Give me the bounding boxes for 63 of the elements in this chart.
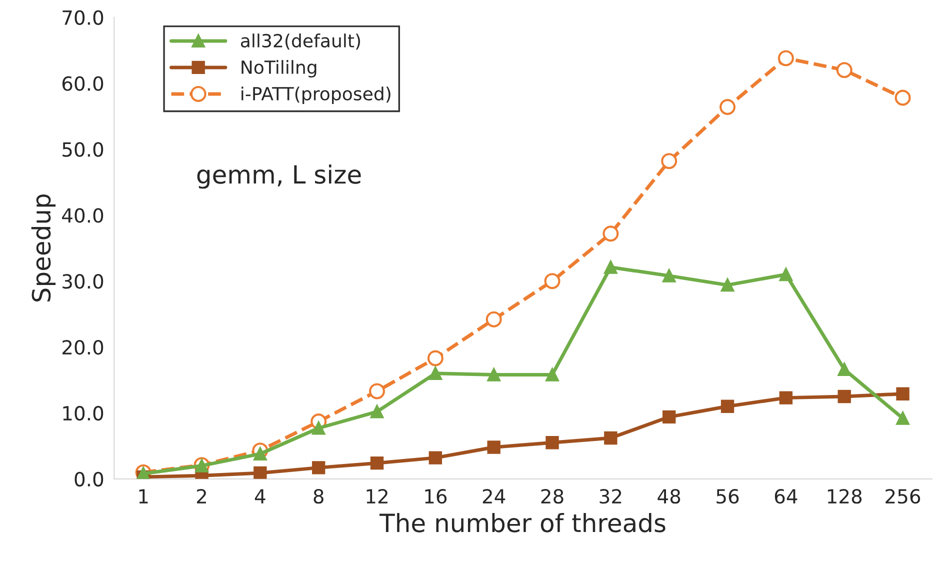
point — [838, 390, 851, 404]
point — [486, 311, 502, 328]
point — [369, 383, 385, 400]
point — [254, 447, 267, 460]
point — [836, 62, 852, 78]
y-tick-label: 0.0 — [74, 472, 104, 487]
point — [546, 436, 559, 450]
x-tick-label: 32 — [600, 488, 622, 504]
point — [720, 99, 736, 115]
point — [778, 50, 794, 66]
y-tick-label: 10.0 — [63, 406, 104, 421]
point — [604, 431, 618, 445]
point — [254, 466, 267, 479]
legend-label: NoTililng — [242, 60, 316, 78]
y-tick-label: 40.0 — [62, 208, 104, 223]
point — [838, 362, 851, 376]
point — [662, 410, 676, 424]
point — [896, 387, 910, 400]
annotation: gemm, L size — [197, 164, 361, 189]
point — [720, 278, 734, 292]
x-axis-title: The number of threads — [379, 513, 666, 532]
point — [604, 260, 618, 274]
point — [662, 269, 676, 282]
y-tick-label: 30.0 — [62, 274, 104, 289]
point — [428, 451, 442, 464]
x-tick-label: 48 — [658, 488, 680, 504]
point — [896, 412, 910, 425]
point — [546, 368, 559, 382]
point — [894, 90, 911, 106]
x-tick-label: 1 — [139, 489, 148, 504]
point — [544, 273, 560, 290]
y-tick-label: 70.0 — [62, 10, 104, 25]
point — [312, 461, 326, 474]
point — [779, 391, 793, 404]
point — [779, 268, 793, 282]
point — [602, 226, 619, 242]
legend-label: all32(default) — [240, 34, 360, 50]
point — [720, 400, 734, 413]
x-tick-label: 128 — [828, 488, 862, 504]
legend-label: i-PATT(proposed) — [242, 86, 390, 104]
x-tick-label: 56 — [716, 488, 739, 504]
x-tick-label: 16 — [425, 488, 447, 504]
point — [661, 153, 678, 170]
y-tick-label: 60.0 — [62, 76, 104, 91]
x-tick-label: 64 — [774, 488, 798, 504]
point — [487, 368, 500, 382]
point — [427, 350, 444, 366]
x-tick-label: 12 — [366, 488, 388, 504]
x-tick-label: 256 — [886, 488, 920, 504]
x-tick-label: 4 — [254, 489, 266, 504]
x-tick-label: 8 — [314, 488, 324, 504]
y-axis-title: Speedup — [31, 194, 56, 302]
y-tick-label: 50.0 — [62, 142, 104, 157]
point — [312, 422, 326, 435]
x-tick-label: 28 — [541, 488, 564, 504]
x-tick-label: 24 — [482, 488, 506, 504]
point — [370, 405, 384, 418]
x-tick-label: 2 — [196, 488, 206, 504]
point — [136, 467, 150, 479]
y-tick-label: 20.0 — [62, 340, 104, 355]
point — [370, 456, 384, 470]
point — [487, 440, 500, 454]
point — [428, 366, 442, 380]
